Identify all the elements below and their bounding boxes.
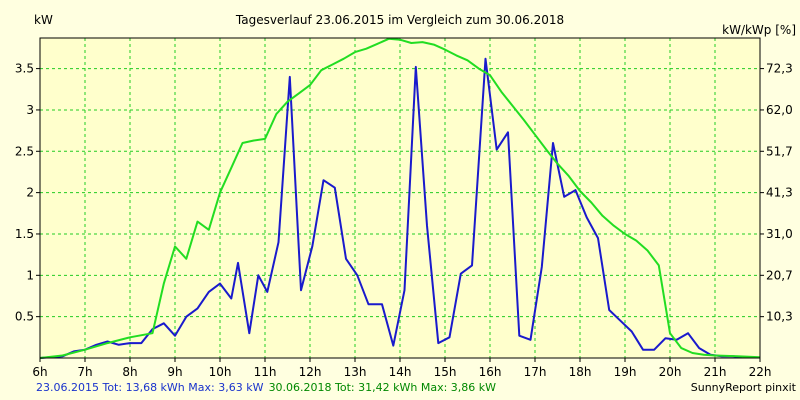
x-tick-label: 8h [122,365,137,379]
y-axis-ticks-right: 10,3 20,7 31,0 41,3 51,7 62,0 72,3 [760,62,793,324]
y-tick-label-left: 3 [26,103,34,117]
x-tick-label: 12h [299,365,322,379]
footer-series2-summary: 30.06.2018 Tot: 31,42 kWh Max: 3,86 kW [269,381,497,394]
x-tick-label: 15h [434,365,457,379]
x-tick-label: 22h [749,365,772,379]
x-tick-label: 19h [614,365,637,379]
x-tick-label: 14h [389,365,412,379]
y-axis-label-right: kW/kWp [%] [722,23,796,37]
x-tick-label: 7h [77,365,92,379]
grid-lines [40,38,760,358]
x-tick-label: 18h [569,365,592,379]
y-tick-label-right: 41,3 [766,186,793,200]
series-line-2 [39,37,761,359]
x-tick-label: 11h [254,365,277,379]
y-tick-label-right: 10,3 [766,310,793,324]
footer-series1-summary: 23.06.2015 Tot: 13,68 kWh Max: 3,63 kW [36,381,264,394]
x-axis-ticks: 6h 7h 8h 9h 10h 11h 12h 13h 14h 15h 16h 17h 18h 19h 20… [32,358,771,379]
x-tick-label: 9h [167,365,182,379]
series-line-1 [39,57,743,359]
x-tick-label: 17h [524,365,547,379]
y-axis-ticks-left: 0.5 1 1.5 2 2.5 3 3.5 [15,62,40,324]
series-layer [39,37,761,359]
y-tick-label-left: 0.5 [15,310,34,324]
y-tick-label-right: 31,0 [766,227,793,241]
y-tick-label-left: 1 [26,268,34,282]
x-tick-label: 21h [704,365,727,379]
y-tick-label-left: 1.5 [15,227,34,241]
x-tick-label: 10h [209,365,232,379]
y-tick-label-left: 2 [26,186,34,200]
x-tick-label: 16h [479,365,502,379]
y-axis-label-left: kW [34,13,53,27]
chart-title: Tagesverlauf 23.06.2015 im Vergleich zum… [235,13,564,27]
y-tick-label-left: 3.5 [15,62,34,76]
y-tick-label-left: 2.5 [15,144,34,158]
y-tick-label-right: 72,3 [766,62,793,76]
footer-credit: SunnyReport pinxit [691,381,797,394]
x-tick-label: 13h [344,365,367,379]
y-tick-label-right: 20,7 [766,268,793,282]
x-tick-label: 20h [659,365,682,379]
y-tick-label-right: 51,7 [766,144,793,158]
x-tick-label: 6h [32,365,47,379]
footer-legend: 23.06.2015 Tot: 13,68 kWh Max: 3,63 kW 3… [36,376,496,395]
y-tick-label-right: 62,0 [766,103,793,117]
